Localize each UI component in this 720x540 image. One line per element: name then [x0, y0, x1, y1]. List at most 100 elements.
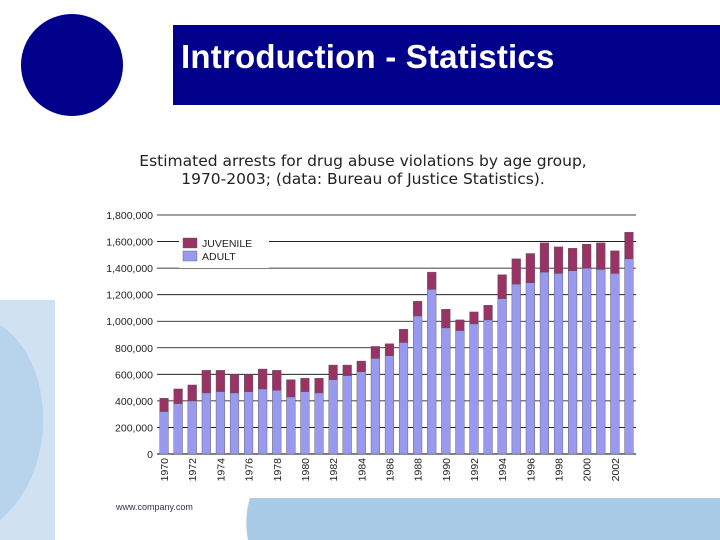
- x-tick-label: 1998: [554, 458, 566, 482]
- bar-adult: [187, 400, 197, 455]
- y-tick-label: 1,000,000: [106, 316, 153, 328]
- bar-juvenile: [215, 370, 225, 392]
- bar-adult: [427, 289, 437, 455]
- bar-juvenile: [244, 374, 254, 392]
- y-tick-label: 1,800,000: [106, 210, 153, 222]
- bar-adult: [398, 342, 409, 455]
- bar-juvenile: [469, 311, 479, 325]
- bar-juvenile: [413, 301, 423, 317]
- legend-swatch: [182, 250, 198, 262]
- bar-adult: [286, 396, 296, 455]
- bar-adult: [370, 358, 380, 455]
- bar-juvenile: [314, 378, 324, 394]
- x-tick-label: 2002: [610, 458, 622, 482]
- y-tick-label: 200,000: [115, 422, 153, 434]
- bar-adult: [356, 371, 366, 455]
- bar-adult: [173, 403, 183, 455]
- bar-adult: [525, 282, 535, 455]
- x-tick-label: 1996: [525, 458, 537, 482]
- bar-adult: [314, 392, 324, 455]
- x-tick-label: 1984: [356, 458, 368, 482]
- bar-adult: [413, 315, 423, 455]
- bar-juvenile: [398, 328, 409, 343]
- y-tick-label: 400,000: [115, 396, 153, 408]
- x-tick-label: 1972: [187, 458, 199, 482]
- bar-adult: [582, 267, 592, 455]
- bar-juvenile: [511, 258, 521, 285]
- bar-adult: [596, 269, 606, 455]
- bar-juvenile: [229, 374, 240, 394]
- bar-adult: [229, 392, 240, 455]
- bar-adult: [483, 319, 493, 455]
- bar-adult: [610, 273, 620, 455]
- chart-title: Estimated arrests for drug abuse violati…: [139, 152, 587, 170]
- bar-juvenile: [356, 360, 366, 372]
- chart-title-block: Estimated arrests for drug abuse violati…: [78, 152, 648, 188]
- bar-adult: [455, 330, 465, 455]
- bar-juvenile: [370, 346, 380, 359]
- x-tick-label: 1974: [215, 458, 227, 482]
- bar-juvenile: [568, 247, 578, 271]
- y-tick-label: 800,000: [115, 343, 153, 355]
- bar-adult: [384, 355, 395, 455]
- bar-juvenile: [427, 271, 437, 290]
- bar-adult: [201, 392, 211, 455]
- x-tick-label: 2000: [582, 458, 594, 482]
- bar-adult: [441, 327, 451, 455]
- bar-juvenile: [596, 242, 606, 270]
- legend-label: JUVENILE: [202, 238, 252, 250]
- bar-juvenile: [328, 364, 338, 380]
- bar-adult: [469, 323, 479, 455]
- x-tick-label: 1980: [300, 458, 312, 482]
- bar-juvenile: [539, 242, 549, 273]
- bar-adult: [215, 391, 225, 455]
- legend-label: ADULT: [202, 251, 236, 263]
- bar-adult: [511, 283, 521, 455]
- bar-adult: [159, 411, 169, 455]
- bar-juvenile: [201, 370, 211, 394]
- bar-adult: [342, 375, 352, 455]
- bar-juvenile: [258, 368, 268, 390]
- bar-juvenile: [300, 378, 310, 392]
- y-tick-label: 1,600,000: [106, 237, 153, 249]
- y-tick-label: 0: [147, 449, 153, 461]
- chart-subtitle: 1970-2003; (data: Bureau of Justice Stat…: [181, 170, 545, 188]
- x-tick-label: 1982: [328, 458, 340, 482]
- bar-juvenile: [187, 384, 197, 402]
- bar-juvenile: [582, 244, 592, 269]
- bar-juvenile: [441, 309, 451, 329]
- bar-juvenile: [159, 398, 169, 412]
- bar-adult: [272, 390, 282, 455]
- bar-juvenile: [272, 370, 282, 391]
- x-tick-label: 1988: [413, 458, 425, 482]
- bar-juvenile: [173, 388, 183, 404]
- bar-juvenile: [624, 232, 634, 260]
- y-tick-label: 1,400,000: [106, 263, 153, 275]
- x-tick-label: 1990: [441, 458, 453, 482]
- bar-juvenile: [384, 343, 395, 356]
- bar-adult: [553, 273, 564, 455]
- legend-swatch: [182, 237, 198, 249]
- bar-adult: [244, 391, 254, 455]
- footer-url: www.company.com: [116, 502, 193, 512]
- bar-juvenile: [483, 305, 493, 321]
- title-bar: Introduction - Statistics: [173, 25, 720, 105]
- slide-title: Introduction - Statistics: [181, 38, 555, 75]
- bar-juvenile: [342, 364, 352, 376]
- bar-juvenile: [525, 253, 535, 283]
- x-tick-label: 1978: [272, 458, 284, 482]
- bar-juvenile: [455, 319, 465, 331]
- x-tick-label: 1970: [159, 458, 171, 482]
- bar-adult: [328, 379, 338, 455]
- bar-juvenile: [553, 246, 564, 274]
- bar-adult: [568, 270, 578, 455]
- bar-adult: [300, 391, 310, 455]
- bar-adult: [497, 298, 507, 455]
- bar-adult: [624, 258, 634, 455]
- y-tick-label: 1,200,000: [106, 290, 153, 302]
- bar-adult: [258, 388, 268, 455]
- logo-circle: [21, 14, 123, 116]
- bar-juvenile: [497, 274, 507, 299]
- x-tick-label: 1986: [384, 458, 396, 482]
